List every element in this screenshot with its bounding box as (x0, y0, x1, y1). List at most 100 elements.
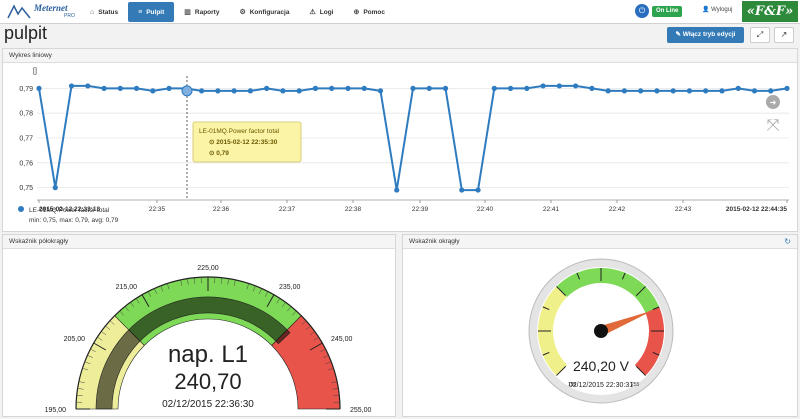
data-point[interactable] (394, 187, 400, 193)
main-nav: ⌂ Status ≡ Pulpit ▥ Raporty ⚙ Konfiguracja ⚠ Logi… (80, 2, 395, 22)
nav-logi[interactable]: ⚠ Logi (299, 2, 343, 22)
data-point[interactable] (686, 88, 693, 94)
data-point[interactable] (670, 88, 676, 94)
data-point[interactable] (329, 85, 335, 91)
data-point[interactable] (150, 88, 156, 94)
meternet-logo[interactable]: Meternet PRO (6, 2, 76, 22)
data-point[interactable] (377, 88, 384, 94)
data-point[interactable] (784, 85, 790, 91)
gauge-minor-tick (227, 278, 229, 285)
round-gauge-panel: Wskaźnik okrągły ↻ 195 255 240,20 V 02/12/2… (402, 234, 798, 417)
data-point[interactable] (638, 88, 644, 94)
logo-sub: PRO (64, 13, 75, 19)
data-point[interactable] (133, 85, 140, 91)
data-point[interactable] (719, 88, 725, 94)
data-point[interactable] (264, 85, 270, 91)
x-tick-label: 22:39 (412, 206, 429, 213)
round-max-label: 255 (631, 382, 640, 388)
data-point[interactable] (36, 85, 42, 91)
y-axis-unit: [] (33, 68, 37, 75)
data-point[interactable] (589, 85, 595, 91)
nav-pomoc[interactable]: ⊕ Pomoc (343, 2, 395, 22)
data-point[interactable] (85, 83, 91, 89)
data-point[interactable] (199, 88, 205, 94)
data-point[interactable] (426, 85, 432, 91)
nav-konfiguracja[interactable]: ⚙ Konfiguracja (229, 2, 299, 22)
data-point[interactable] (703, 88, 709, 94)
nav-label: Raporty (194, 8, 220, 16)
data-point[interactable] (507, 85, 514, 91)
data-point[interactable] (442, 85, 449, 91)
open-external-button[interactable]: ↗ (774, 27, 794, 43)
data-point[interactable] (166, 85, 172, 91)
gauge-minor-tick (313, 336, 319, 341)
data-point[interactable] (751, 88, 758, 94)
edit-mode-button[interactable]: ✎ Włącz tryb edycji (667, 27, 744, 43)
data-point[interactable] (296, 88, 302, 94)
external-link-icon: ↗ (780, 30, 788, 39)
data-point[interactable] (621, 88, 627, 94)
gauge-tick-label: 245,00 (331, 336, 353, 343)
gauge-minor-tick (147, 291, 152, 297)
x-tick-label: 2015-02-12 22:33:13 (39, 206, 100, 213)
nav-label: Status (98, 8, 119, 16)
logo-icon (7, 4, 31, 19)
data-point[interactable] (524, 85, 530, 91)
data-point[interactable] (361, 85, 367, 91)
data-point[interactable] (231, 88, 237, 94)
arrow-right-icon[interactable] (766, 95, 780, 109)
gauge-minor-tick (135, 298, 140, 304)
data-point[interactable] (475, 187, 481, 193)
gauge-value: 240,70 (174, 369, 241, 394)
data-point[interactable] (101, 85, 107, 91)
bar-chart-icon: ▥ (184, 9, 191, 16)
legend-stats: min: 0,75, max: 0,79, avg: 0,79 (29, 217, 119, 224)
round-tick (542, 306, 550, 311)
gauge-minor-tick (166, 283, 170, 290)
nav-status[interactable]: ⌂ Status (80, 2, 128, 22)
gauge-minor-tick (233, 279, 236, 286)
data-point[interactable] (573, 83, 579, 89)
logout-link[interactable]: 👤 Wyloguj (702, 7, 733, 13)
data-point[interactable] (312, 85, 319, 91)
data-point[interactable] (654, 88, 660, 94)
tooltip-value: ⊙ 0,79 (209, 150, 229, 157)
gauge-minor-tick (309, 331, 315, 336)
gauge-tick (266, 294, 275, 308)
gauge-minor-tick (220, 277, 223, 284)
data-point[interactable] (556, 83, 562, 89)
gauge-minor-tick (301, 320, 307, 325)
nav-label: Konfiguracja (249, 8, 290, 16)
data-point[interactable] (247, 88, 253, 94)
nav-pulpit[interactable]: ≡ Pulpit (128, 2, 175, 22)
refresh-icon[interactable]: ↻ (784, 237, 791, 246)
tooltip-series: LE-01MQ.Power factor total (199, 128, 280, 135)
fullscreen-button[interactable]: ⤢ (750, 27, 770, 43)
round-tick (542, 351, 550, 356)
x-tick-label: 22:37 (279, 206, 296, 213)
data-point[interactable] (345, 85, 351, 91)
data-point[interactable] (117, 85, 123, 91)
data-point[interactable] (540, 83, 546, 89)
nav-label: Pulpit (146, 8, 165, 16)
data-point[interactable] (605, 88, 611, 94)
round-tick (556, 366, 566, 376)
help-icon: ⊕ (353, 9, 360, 16)
line-chart[interactable]: [] 0,79 0,78 0,77 0,76 0,75 2015-02-12 22:33:1… (3, 64, 797, 232)
data-point[interactable] (52, 185, 58, 191)
data-point[interactable] (280, 88, 286, 94)
data-point[interactable] (768, 88, 774, 94)
tooltip-box (192, 121, 302, 163)
data-point[interactable] (735, 85, 741, 91)
data-point[interactable] (215, 88, 221, 94)
data-point[interactable] (491, 85, 497, 91)
nav-raporty[interactable]: ▥ Raporty (174, 2, 229, 22)
gauge-tick-label: 215,00 (116, 284, 138, 291)
data-point[interactable] (68, 83, 75, 89)
fullscreen-chart-icon: ⤧ (767, 117, 780, 134)
x-tick-label: 22:40 (477, 206, 494, 213)
data-point[interactable] (410, 85, 416, 91)
data-point[interactable] (459, 187, 465, 193)
semi-gauge-title: Wskaźnik półokrągły (3, 235, 395, 249)
gauge-minor-tick (90, 348, 96, 353)
